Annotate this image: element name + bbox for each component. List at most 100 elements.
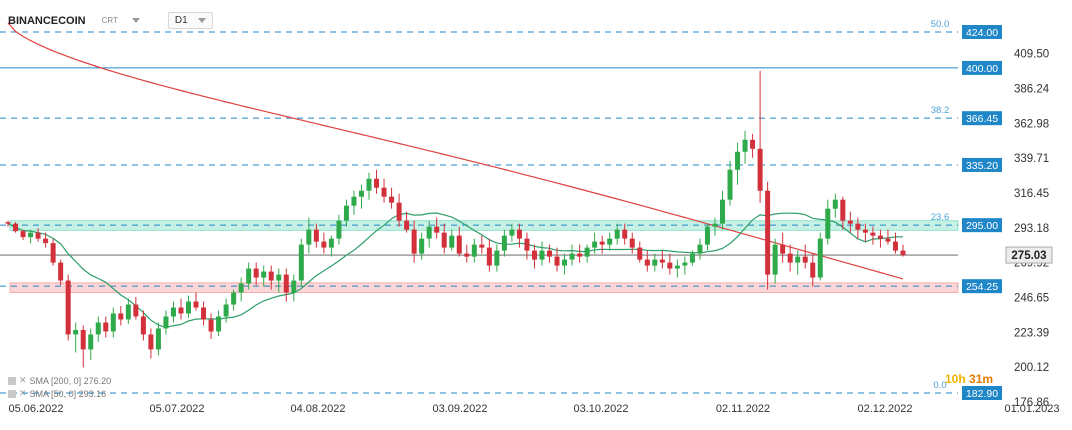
candle <box>178 298 184 320</box>
candle <box>689 250 695 266</box>
candle <box>434 217 440 239</box>
candle <box>584 244 590 263</box>
x-tick-label: 03.10.2022 <box>573 403 628 415</box>
price-tag-label: 295.00 <box>966 220 998 232</box>
candle <box>321 232 327 254</box>
candle <box>524 232 530 260</box>
candle <box>742 130 748 164</box>
candle <box>276 268 282 293</box>
candle <box>351 190 357 215</box>
timeframe-value: D1 <box>174 15 188 26</box>
data-source: CRT <box>101 16 118 25</box>
candle <box>208 313 214 339</box>
candle <box>238 277 244 302</box>
candle <box>501 229 507 257</box>
candle <box>622 223 628 245</box>
candle <box>862 223 868 242</box>
candle <box>817 232 823 281</box>
y-tick-label: 176.86 <box>1014 397 1049 409</box>
legend-label: SMA [50, 0] 293.16 <box>29 388 107 399</box>
candle <box>509 223 515 242</box>
x-tick-label: 03.09.2022 <box>432 403 487 415</box>
candle <box>674 259 680 278</box>
y-tick-label: 200.12 <box>1014 362 1049 374</box>
candle <box>65 274 71 341</box>
indicator-settings-icon[interactable] <box>8 389 16 398</box>
candle <box>223 298 229 323</box>
candle <box>667 253 673 275</box>
x-tick-label: 05.07.2022 <box>149 403 204 415</box>
sma-200-line <box>7 22 904 280</box>
candle <box>787 244 793 272</box>
candle <box>592 232 598 254</box>
candle <box>599 235 605 254</box>
price-tag-label: 335.20 <box>966 160 998 172</box>
candle <box>750 133 756 158</box>
candle <box>449 229 455 251</box>
candle <box>381 178 387 203</box>
candle <box>155 322 161 356</box>
candle <box>802 244 808 269</box>
candle <box>900 244 906 257</box>
timeframe-dropdown-icon <box>197 18 206 23</box>
candle <box>13 222 19 233</box>
timeframe-select[interactable]: D1 <box>167 12 213 29</box>
candle <box>637 241 643 263</box>
candle <box>336 214 342 245</box>
symbol-name[interactable]: BINANCECOIN <box>8 14 86 27</box>
legend-sma-200[interactable]: ✕ SMA [200, 0] 276.20 <box>8 375 111 386</box>
y-tick-label: 386.24 <box>1014 84 1050 96</box>
candle <box>43 232 49 248</box>
candle <box>479 235 485 254</box>
candle <box>28 229 34 244</box>
candle <box>261 265 267 287</box>
candle <box>291 274 297 302</box>
price-tag-label: 254.25 <box>966 281 998 293</box>
x-tick-label: 05.06.2022 <box>8 403 63 415</box>
candle <box>163 310 169 335</box>
candle <box>780 232 786 263</box>
y-tick-label: 246.65 <box>1014 293 1049 305</box>
candle <box>328 235 334 257</box>
candle <box>562 253 568 275</box>
candle <box>396 193 402 227</box>
candle <box>419 232 425 260</box>
candle <box>216 310 222 336</box>
candle <box>847 211 853 233</box>
candle <box>772 238 778 284</box>
candle <box>110 307 116 338</box>
candle <box>832 193 838 218</box>
legend-sma-50[interactable]: ✕ SMA [50, 0] 293.16 <box>8 388 106 399</box>
indicator-settings-icon[interactable] <box>8 376 16 385</box>
candle <box>374 169 380 194</box>
y-tick-label: 409.50 <box>1014 49 1049 61</box>
candle <box>426 220 432 248</box>
candle <box>306 217 312 254</box>
remove-indicator-icon[interactable]: ✕ <box>19 375 27 385</box>
symbol-dropdown-icon[interactable] <box>131 18 140 23</box>
fib-ratio-label: 0.0 <box>933 380 946 391</box>
candle <box>389 187 395 209</box>
sma-50-line <box>7 212 904 329</box>
fib-ratio-label: 23.6 <box>931 212 950 223</box>
remove-indicator-icon[interactable]: ✕ <box>19 388 27 398</box>
level-price-tag: 400.00 <box>962 60 1002 75</box>
candle <box>765 181 771 290</box>
candle <box>810 253 816 287</box>
price-tag-label: 424.00 <box>966 27 998 39</box>
candle <box>539 241 545 266</box>
candle <box>358 184 364 209</box>
fib-price-tag: 182.90 <box>962 386 1002 400</box>
candle <box>246 262 252 290</box>
candle <box>148 328 154 359</box>
candle <box>73 322 79 353</box>
candle <box>682 256 688 275</box>
candle <box>712 217 718 236</box>
candle <box>201 301 207 326</box>
last-price-tag: 275.03 <box>1005 246 1053 264</box>
candle <box>531 244 537 269</box>
x-tick-label: 02.12.2022 <box>857 403 912 415</box>
candle <box>58 259 64 286</box>
fib-price-tag: 295.00 <box>962 218 1002 233</box>
